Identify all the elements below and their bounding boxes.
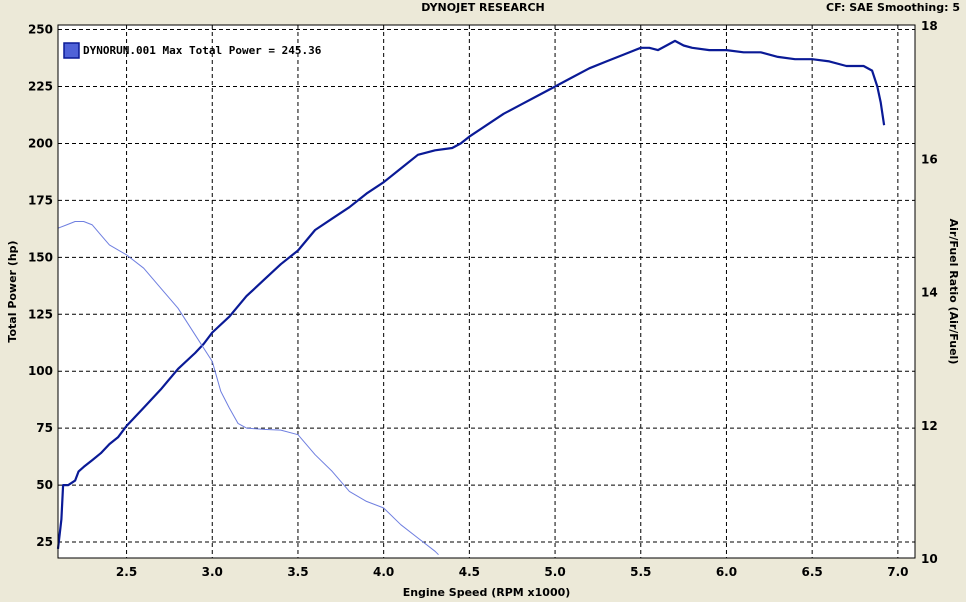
plot-border <box>57 24 916 559</box>
x-tick-label: 5.0 <box>544 565 565 579</box>
x-tick-label: 6.0 <box>716 565 737 579</box>
y2-axis-label: Air/Fuel Ratio (Air/Fuel) <box>947 219 960 365</box>
tick-labels: 2.5 3.0 3.5 4.0 4.5 5.0 5.5 6.0 6.5 7.0 25 50 75 100 1… <box>28 19 938 579</box>
x-tick-label: 4.0 <box>373 565 394 579</box>
y-axis-label: Total Power (hp) <box>6 240 19 342</box>
air-fuel-series-line <box>57 221 439 556</box>
y-tick-label: 250 <box>28 23 53 37</box>
y-tick-label: 225 <box>28 80 53 94</box>
grid-lines <box>58 25 915 558</box>
y-tick-label: 125 <box>28 307 53 321</box>
plot-area <box>58 25 915 558</box>
y-tick-label: 50 <box>36 478 53 492</box>
power-series-line <box>56 39 886 550</box>
y-tick-label: 100 <box>28 364 53 378</box>
series-layer <box>56 39 886 556</box>
x-tick-label: 5.5 <box>630 565 651 579</box>
legend: DYNORUN.001 Max Total Power = 245.36 <box>63 42 322 59</box>
x-tick-label: 2.5 <box>116 565 137 579</box>
x-tick-label: 4.5 <box>459 565 480 579</box>
y-tick-label: 25 <box>36 535 53 549</box>
x-axis-label: Engine Speed (RPM x1000) <box>403 586 571 599</box>
legend-swatch <box>63 42 80 59</box>
x-tick-label: 7.0 <box>887 565 908 579</box>
x-tick-label: 6.5 <box>802 565 823 579</box>
correction-factor-info: CF: SAE Smoothing: 5 <box>826 1 960 14</box>
y-tick-label: 150 <box>28 250 53 264</box>
x-tick-label: 3.5 <box>287 565 308 579</box>
legend-text: DYNORUN.001 Max Total Power = 245.36 <box>83 44 322 57</box>
y2-tick-label: 16 <box>921 152 938 166</box>
y-tick-label: 175 <box>28 193 53 207</box>
y-tick-label: 200 <box>28 136 53 150</box>
y2-tick-label: 12 <box>921 419 938 433</box>
chart-title: DYNOJET RESEARCH <box>421 1 545 14</box>
y2-tick-label: 10 <box>921 552 938 566</box>
y2-tick-label: 14 <box>921 286 938 300</box>
y-tick-label: 75 <box>36 421 53 435</box>
x-tick-label: 3.0 <box>202 565 223 579</box>
y2-tick-label: 18 <box>921 19 938 33</box>
